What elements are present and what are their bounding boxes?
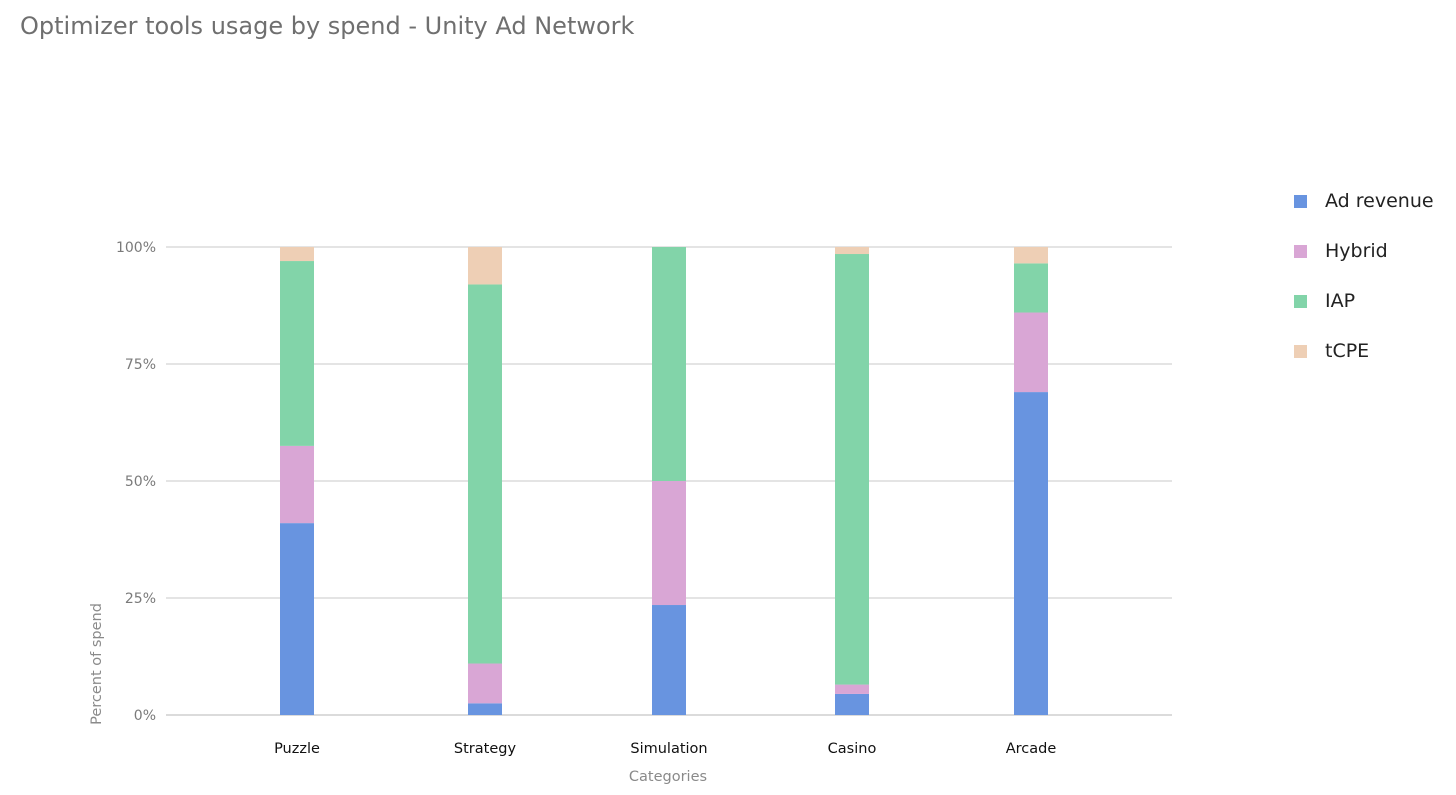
y-tick-label: 25% — [125, 591, 156, 607]
legend-swatch — [1294, 244, 1307, 258]
bar-segment-arcade-iap — [1014, 263, 1048, 313]
x-category-label: Casino — [828, 741, 877, 757]
bar-segment-casino-hybrid — [835, 684, 869, 694]
bar-segment-simulation-ad-revenue — [652, 605, 686, 715]
legend-item: tCPE — [1294, 336, 1434, 366]
bar-segment-strategy-tcpe — [468, 247, 502, 285]
bar-segment-casino-ad-revenue — [835, 693, 869, 715]
y-tick-label: 100% — [116, 240, 156, 256]
x-category-label: Puzzle — [274, 741, 320, 757]
bar-segment-simulation-hybrid — [652, 481, 686, 606]
x-category-label: Simulation — [630, 741, 707, 757]
bar-segment-strategy-iap — [468, 284, 502, 664]
legend-item: Ad revenue — [1294, 186, 1434, 216]
x-axis-title: Categories — [629, 769, 707, 785]
bars — [280, 247, 1048, 715]
bar-segment-puzzle-hybrid — [280, 445, 314, 524]
legend-item: Hybrid — [1294, 236, 1434, 266]
legend-swatch — [1294, 194, 1307, 208]
legend: Ad revenue Hybrid IAP tCPE — [1294, 186, 1434, 386]
legend-swatch — [1294, 344, 1307, 358]
legend-label: tCPE — [1325, 340, 1370, 362]
y-tick-label: 75% — [125, 357, 156, 373]
bar-segment-arcade-hybrid — [1014, 312, 1048, 393]
x-axis-categories: Puzzle Strategy Simulation Casino Arcade — [274, 741, 1056, 757]
x-category-label: Arcade — [1006, 741, 1057, 757]
bar-segment-casino-tcpe — [835, 247, 869, 255]
bar-segment-strategy-hybrid — [468, 663, 502, 704]
bar-segment-simulation-iap — [652, 247, 686, 481]
bar-segment-casino-iap — [835, 254, 869, 685]
legend-label: Hybrid — [1325, 240, 1388, 262]
legend-label: IAP — [1325, 290, 1356, 312]
y-tick-label: 50% — [125, 474, 156, 490]
bar-segment-strategy-ad-revenue — [468, 703, 502, 715]
y-tick-label: 0% — [134, 708, 156, 724]
bar-segment-puzzle-iap — [280, 261, 314, 446]
legend-swatch — [1294, 294, 1307, 308]
bar-segment-arcade-ad-revenue — [1014, 392, 1048, 715]
y-axis-title: Percent of spend — [89, 603, 105, 725]
legend-item: IAP — [1294, 286, 1434, 316]
bar-segment-puzzle-tcpe — [280, 247, 314, 262]
bar-segment-puzzle-ad-revenue — [280, 523, 314, 715]
x-category-label: Strategy — [454, 741, 517, 757]
legend-label: Ad revenue — [1325, 190, 1434, 212]
y-axis-ticks: 0% 25% 50% 75% 100% — [116, 240, 156, 724]
chart-title: Optimizer tools usage by spend - Unity A… — [20, 12, 635, 40]
bar-segment-arcade-tcpe — [1014, 247, 1048, 264]
